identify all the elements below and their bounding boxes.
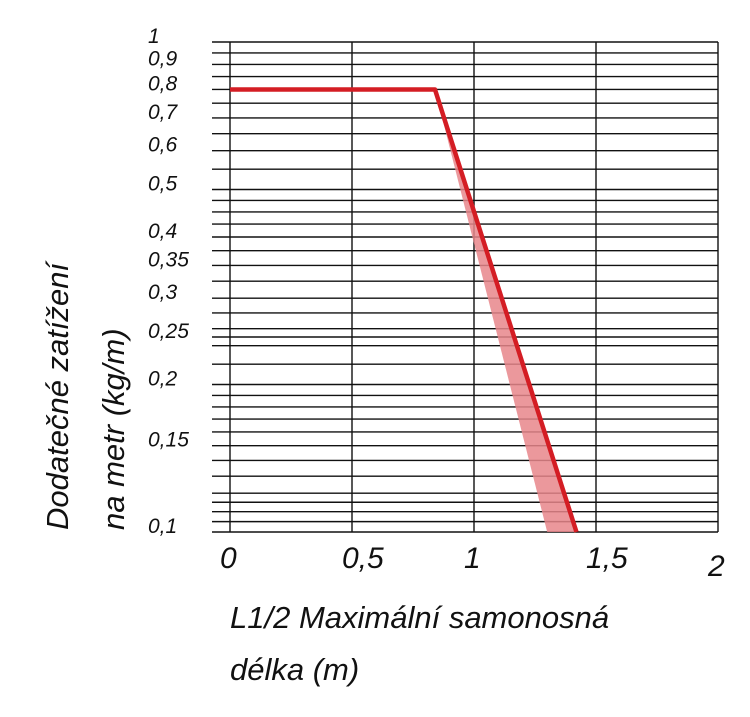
y-tick-label-8: 0,3: [148, 281, 178, 304]
x-tick-label-4: 2: [707, 550, 725, 583]
y-axis-title-line-2: na metr (kg/m): [96, 328, 131, 530]
y-tick-label-12: 0,1: [148, 515, 177, 538]
y-tick-label-0: 1: [148, 25, 160, 48]
x-tick-label-0: 0: [220, 542, 237, 575]
x-tick-label-1: 0,5: [342, 542, 384, 575]
y-tick-label-11: 0,15: [148, 429, 189, 452]
y-tick-label-1: 0,9: [148, 47, 178, 70]
y-axis-title-line-1: Dodatečné zatížení: [40, 259, 75, 530]
y-tick-label-7: 0,35: [148, 248, 189, 271]
y-tick-label-4: 0,6: [148, 134, 178, 157]
y-tick-label-5: 0,5: [148, 173, 178, 196]
series-layer: [230, 87, 579, 533]
y-tick-labels: 10,90,8 0,7 0,6 0,5 0,4 0,35 0,3 0,25 0,2 0,15 0,1: [148, 25, 189, 538]
x-axis-title-line-1: L1/2 Maximální samonosná: [230, 600, 609, 635]
y-tick-label-2: 0,8: [148, 72, 178, 95]
y-tick-label-3: 0,7: [148, 101, 179, 124]
x-tick-label-3: 1,5: [586, 542, 628, 575]
y-tick-label-9: 0,25: [148, 320, 189, 343]
series-line-0: [230, 87, 579, 533]
y-tick-label-6: 0,4: [148, 220, 177, 243]
x-tick-label-2: 1: [464, 542, 481, 575]
x-tick-labels: 0 0,5 1 1,5 2: [220, 542, 725, 583]
x-axis-title-line-2: délka (m): [230, 652, 359, 687]
grid: [212, 41, 719, 533]
y-tick-label-10: 0,2: [148, 367, 178, 390]
